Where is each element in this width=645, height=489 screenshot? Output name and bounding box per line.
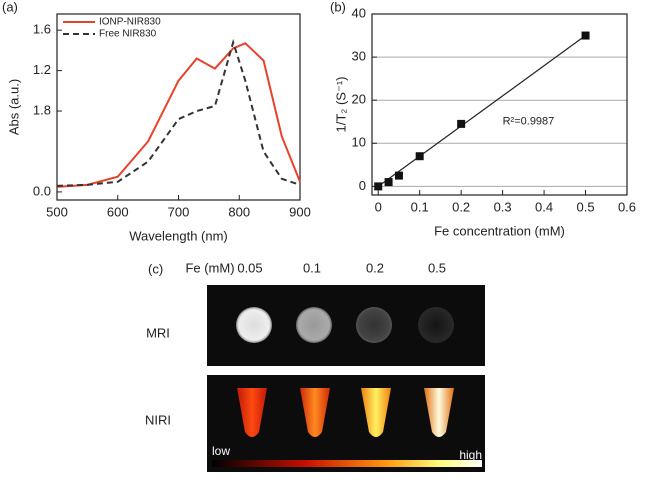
trendline (377, 35, 586, 187)
niri-sample (424, 388, 454, 437)
y-tick-label: 1.2 (33, 62, 51, 77)
panel-label: (a) (2, 0, 18, 14)
concentration: 0.1 (303, 260, 321, 275)
concentration: 0.05 (237, 260, 262, 275)
x-tick-label: 0.2 (452, 199, 470, 214)
y-tick-label: 0.0 (33, 183, 51, 198)
y-tick-label: 20 (352, 92, 366, 107)
x-tick-label: 0.1 (411, 199, 429, 214)
plot-frame (371, 13, 628, 196)
x-tick-label: 0.4 (535, 199, 553, 214)
x-tick-label: 700 (168, 204, 190, 219)
y-axis-label: 1/T₂ (S⁻¹) (333, 77, 348, 133)
x-tick-label: 0 (375, 199, 382, 214)
x-axis-label: Fe concentration (mM) (434, 223, 565, 238)
mri-sample (236, 307, 272, 343)
y-tick-label: 40 (352, 5, 366, 20)
legend-label: IONP-NIR830 (99, 17, 161, 28)
x-tick-label: 800 (228, 204, 250, 219)
row-label: MRI (146, 325, 170, 340)
y-tick-label: 10 (352, 135, 366, 150)
data-line (56, 38, 301, 187)
panel-label: (c) (148, 261, 163, 276)
data-point (374, 182, 383, 191)
concentration: 0.5 (428, 260, 446, 275)
colorbar-low: low (212, 444, 230, 458)
niri-sample (361, 388, 391, 437)
x-tick-label: 0.6 (618, 199, 636, 214)
x-tick-label: 900 (289, 204, 311, 219)
colorbar-high: high (459, 448, 482, 462)
y-tick-label: 1.8 (33, 102, 51, 117)
mri-sample (356, 307, 392, 343)
data-line (56, 42, 301, 188)
niri-sample (237, 388, 267, 437)
concentration: 0.2 (366, 260, 384, 275)
annotation: R²=0.9987 (503, 116, 555, 128)
data-point (581, 31, 590, 40)
y-tick-label: 30 (352, 49, 366, 64)
data-point (384, 178, 393, 187)
y-axis-label: Abs (a.u.) (6, 79, 21, 135)
x-tick-label: 500 (46, 204, 68, 219)
panel-label: (b) (330, 0, 346, 14)
plot-frame (56, 13, 301, 201)
y-tick-label: 1.6 (33, 22, 51, 37)
data-point (394, 171, 403, 180)
x-tick-label: 0.5 (576, 199, 594, 214)
mri-sample (418, 307, 454, 343)
y-tick-label: 0 (359, 178, 366, 193)
x-tick-label: 600 (107, 204, 129, 219)
colorbar (212, 460, 482, 467)
row-label: NIRI (145, 412, 171, 427)
data-point (415, 152, 424, 161)
legend-label: Free NIR830 (99, 29, 157, 40)
mri-sample (296, 307, 332, 343)
x-axis-label: Wavelength (nm) (129, 228, 228, 243)
data-point (457, 119, 466, 128)
niri-sample (300, 388, 330, 437)
column-header: Fe (mM) (185, 260, 234, 275)
x-tick-label: 0.3 (494, 199, 512, 214)
